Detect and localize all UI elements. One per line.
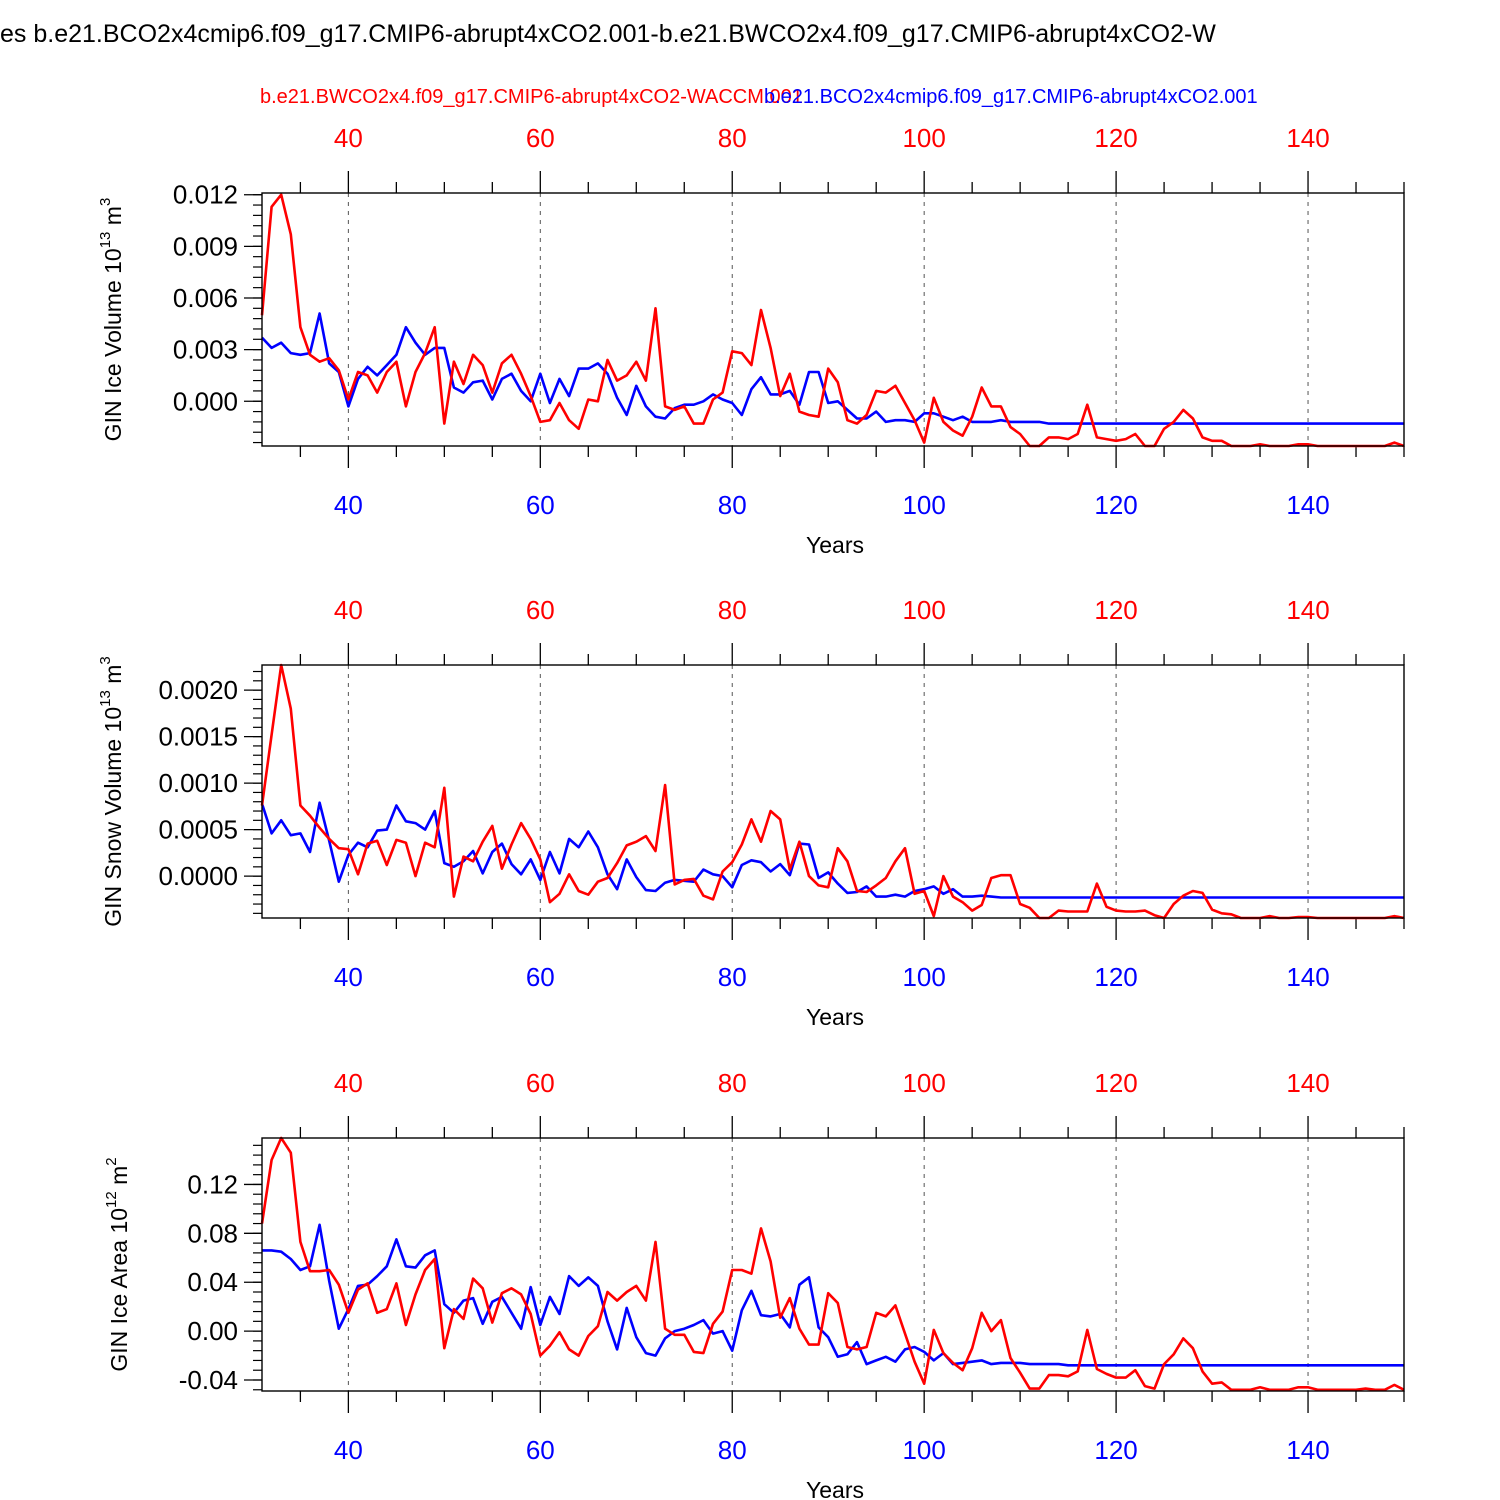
y-axis-label-unit-exponent: 2: [103, 1157, 120, 1165]
x-tick-label-bottom: 60: [526, 962, 555, 992]
x-tick-label-top: 40: [334, 123, 363, 153]
y-tick-label: 0.0000: [158, 861, 238, 891]
y-tick-label: 0.04: [187, 1267, 238, 1297]
y-tick-label: 0.000: [173, 386, 238, 416]
y-tick-label: 0.12: [187, 1169, 238, 1199]
series-line-red: [260, 1136, 1405, 1392]
x-tick-label-bottom: 80: [718, 962, 747, 992]
y-axis-label-text: GIN Ice Volume 10: [100, 248, 126, 441]
x-axis-label: Years: [806, 532, 864, 558]
x-tick-label-bottom: 120: [1094, 962, 1137, 992]
x-tick-label-top: 140: [1286, 123, 1329, 153]
y-axis-label-unit: m: [100, 206, 126, 232]
y-axis-label-unit: m: [106, 1166, 132, 1192]
main-title: alies b.e21.BCO2x4cmip6.f09_g17.CMIP6-ab…: [0, 20, 1216, 48]
x-tick-label-bottom: 100: [902, 962, 945, 992]
x-tick-label-bottom: 40: [334, 490, 363, 520]
x-tick-label-bottom: 60: [526, 490, 555, 520]
series-line-red: [260, 193, 1405, 448]
x-tick-label-top: 120: [1094, 595, 1137, 625]
y-tick-label: 0.00: [187, 1316, 238, 1346]
x-tick-label-top: 100: [902, 1068, 945, 1098]
x-tick-label-top: 40: [334, 1068, 363, 1098]
y-axis-label: GIN Ice Area 1012 m2: [103, 1157, 132, 1371]
x-tick-label-top: 80: [718, 1068, 747, 1098]
blue-series-label: b.e21.BCO2x4cmip6.f09_g17.CMIP6-abrupt4x…: [764, 86, 1258, 108]
y-tick-label: 0.003: [173, 335, 238, 365]
y-tick-label: 0.012: [173, 180, 238, 210]
x-tick-label-top: 120: [1094, 1068, 1137, 1098]
x-tick-label-bottom: 120: [1094, 490, 1137, 520]
x-tick-label-bottom: 80: [718, 490, 747, 520]
x-tick-label-top: 60: [526, 595, 555, 625]
y-tick-label: 0.0015: [158, 722, 238, 752]
x-tick-label-top: 140: [1286, 1068, 1329, 1098]
series-line-blue: [261, 312, 1404, 425]
y-axis-label-exponent: 13: [97, 232, 114, 249]
chart-snow_volume: 0.0020 0.0015 0.0010 0.0005 0.0000 40 40 60 60 80…: [97, 595, 1405, 1030]
y-axis-label-text: GIN Ice Area 10: [106, 1208, 132, 1372]
plot-frame: [261, 1137, 1405, 1392]
y-axis-label-text: GIN Snow Volume 10: [100, 707, 126, 927]
x-tick-label-top: 80: [718, 595, 747, 625]
x-tick-label-top: 120: [1094, 123, 1137, 153]
x-tick-label-top: 80: [718, 123, 747, 153]
plot-frame: [261, 664, 1405, 919]
x-tick-label-bottom: 140: [1286, 1435, 1329, 1465]
y-axis-label-exponent: 12: [103, 1191, 120, 1208]
y-tick-label: -0.04: [179, 1365, 238, 1395]
y-tick-label: 0.0005: [158, 815, 238, 845]
x-tick-label-bottom: 140: [1286, 962, 1329, 992]
y-tick-label: 0.0020: [158, 675, 238, 705]
x-tick-label-bottom: 60: [526, 1435, 555, 1465]
y-axis-label: GIN Ice Volume 1013 m3: [97, 198, 126, 442]
x-axis-label: Years: [806, 1004, 864, 1030]
x-tick-label-bottom: 100: [902, 490, 945, 520]
x-tick-label-bottom: 120: [1094, 1435, 1137, 1465]
chart-panels: 0.0120.0090.0060.0030.000404060608080100…: [97, 123, 1405, 1500]
series-line-blue: [260, 801, 1404, 899]
x-tick-label-top: 60: [526, 123, 555, 153]
x-tick-label-bottom: 40: [334, 1435, 363, 1465]
x-tick-label-top: 40: [334, 595, 363, 625]
y-tick-label: 0.08: [187, 1218, 238, 1248]
y-tick-label: 0.006: [173, 283, 238, 313]
y-tick-label: 0.009: [173, 231, 238, 261]
y-axis-label: GIN Snow Volume 1013 m3: [97, 656, 126, 927]
x-tick-label-bottom: 100: [902, 1435, 945, 1465]
red-series-label: b.e21.BWCO2x4.f09_g17.CMIP6-abrupt4xCO2-…: [260, 86, 803, 108]
y-axis-label-exponent: 13: [97, 690, 114, 707]
y-tick-label: 0.0010: [158, 768, 238, 798]
x-tick-label-top: 60: [526, 1068, 555, 1098]
x-axis-label: Years: [806, 1477, 864, 1500]
y-axis-label-unit: m: [100, 665, 126, 691]
x-tick-label-bottom: 80: [718, 1435, 747, 1465]
x-tick-label-top: 100: [902, 123, 945, 153]
plot-frame: [261, 192, 1405, 447]
y-axis-label-unit-exponent: 3: [97, 656, 114, 664]
y-axis-label-unit-exponent: 3: [97, 198, 114, 206]
series-line-blue: [262, 1223, 1404, 1367]
x-tick-label-top: 140: [1286, 595, 1329, 625]
x-tick-label-bottom: 140: [1286, 490, 1329, 520]
x-tick-label-bottom: 40: [334, 962, 363, 992]
x-tick-label-top: 100: [902, 595, 945, 625]
chart-ice_volume: 0.012 0.009 0.006 0.003 0.000 40 40 60 60 80 80 100…: [97, 123, 1405, 558]
series-line-red: [260, 663, 1405, 920]
chart-ice_area: 0.12 0.08 0.04 0.00 -0.04 40 40 60 60 80 80 100 100 1…: [103, 1068, 1405, 1500]
